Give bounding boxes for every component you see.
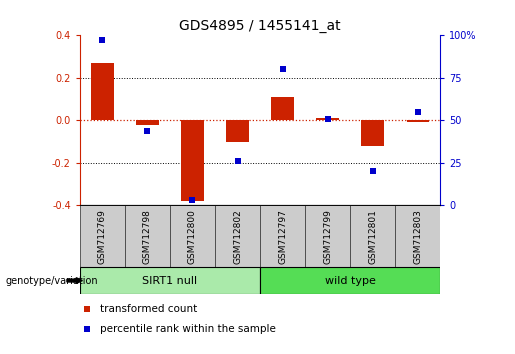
Bar (396, 205, 440, 267)
Point (83, 326, 91, 332)
Point (83, 307, 91, 312)
Bar (406, 120, 429, 122)
Point (188, 198, 197, 203)
Text: GSM712797: GSM712797 (278, 209, 287, 264)
Point (323, 116, 332, 121)
Bar (260, 205, 305, 267)
Point (233, 158, 242, 164)
Point (98, 38, 107, 43)
Bar (91, 63, 114, 120)
Text: GSM712769: GSM712769 (98, 209, 107, 264)
Bar (362, 120, 384, 146)
Bar (125, 205, 170, 267)
Point (414, 109, 422, 115)
Title: GDS4895 / 1455141_at: GDS4895 / 1455141_at (179, 19, 341, 33)
Text: GSM712801: GSM712801 (368, 209, 377, 264)
Text: SIRT1 null: SIRT1 null (142, 275, 198, 286)
Text: genotype/variation: genotype/variation (5, 275, 98, 286)
Text: GSM712802: GSM712802 (233, 209, 242, 264)
Point (369, 169, 377, 174)
Text: GSM712803: GSM712803 (414, 209, 422, 264)
Text: transformed count: transformed count (100, 304, 197, 314)
Text: percentile rank within the sample: percentile rank within the sample (100, 324, 276, 334)
Text: GSM712799: GSM712799 (323, 209, 332, 264)
Bar (305, 205, 350, 267)
Text: wild type: wild type (325, 275, 375, 286)
Bar (316, 118, 339, 120)
Bar (215, 205, 260, 267)
Bar (181, 120, 204, 201)
Bar (271, 97, 294, 120)
Bar (136, 120, 159, 125)
Point (143, 128, 151, 133)
Text: GSM712798: GSM712798 (143, 209, 152, 264)
Bar (260, 267, 440, 294)
Point (279, 67, 287, 72)
Bar (226, 120, 249, 142)
Bar (170, 205, 215, 267)
Bar (80, 205, 125, 267)
Bar (350, 205, 396, 267)
Text: GSM712800: GSM712800 (188, 209, 197, 264)
Bar (80, 267, 260, 294)
